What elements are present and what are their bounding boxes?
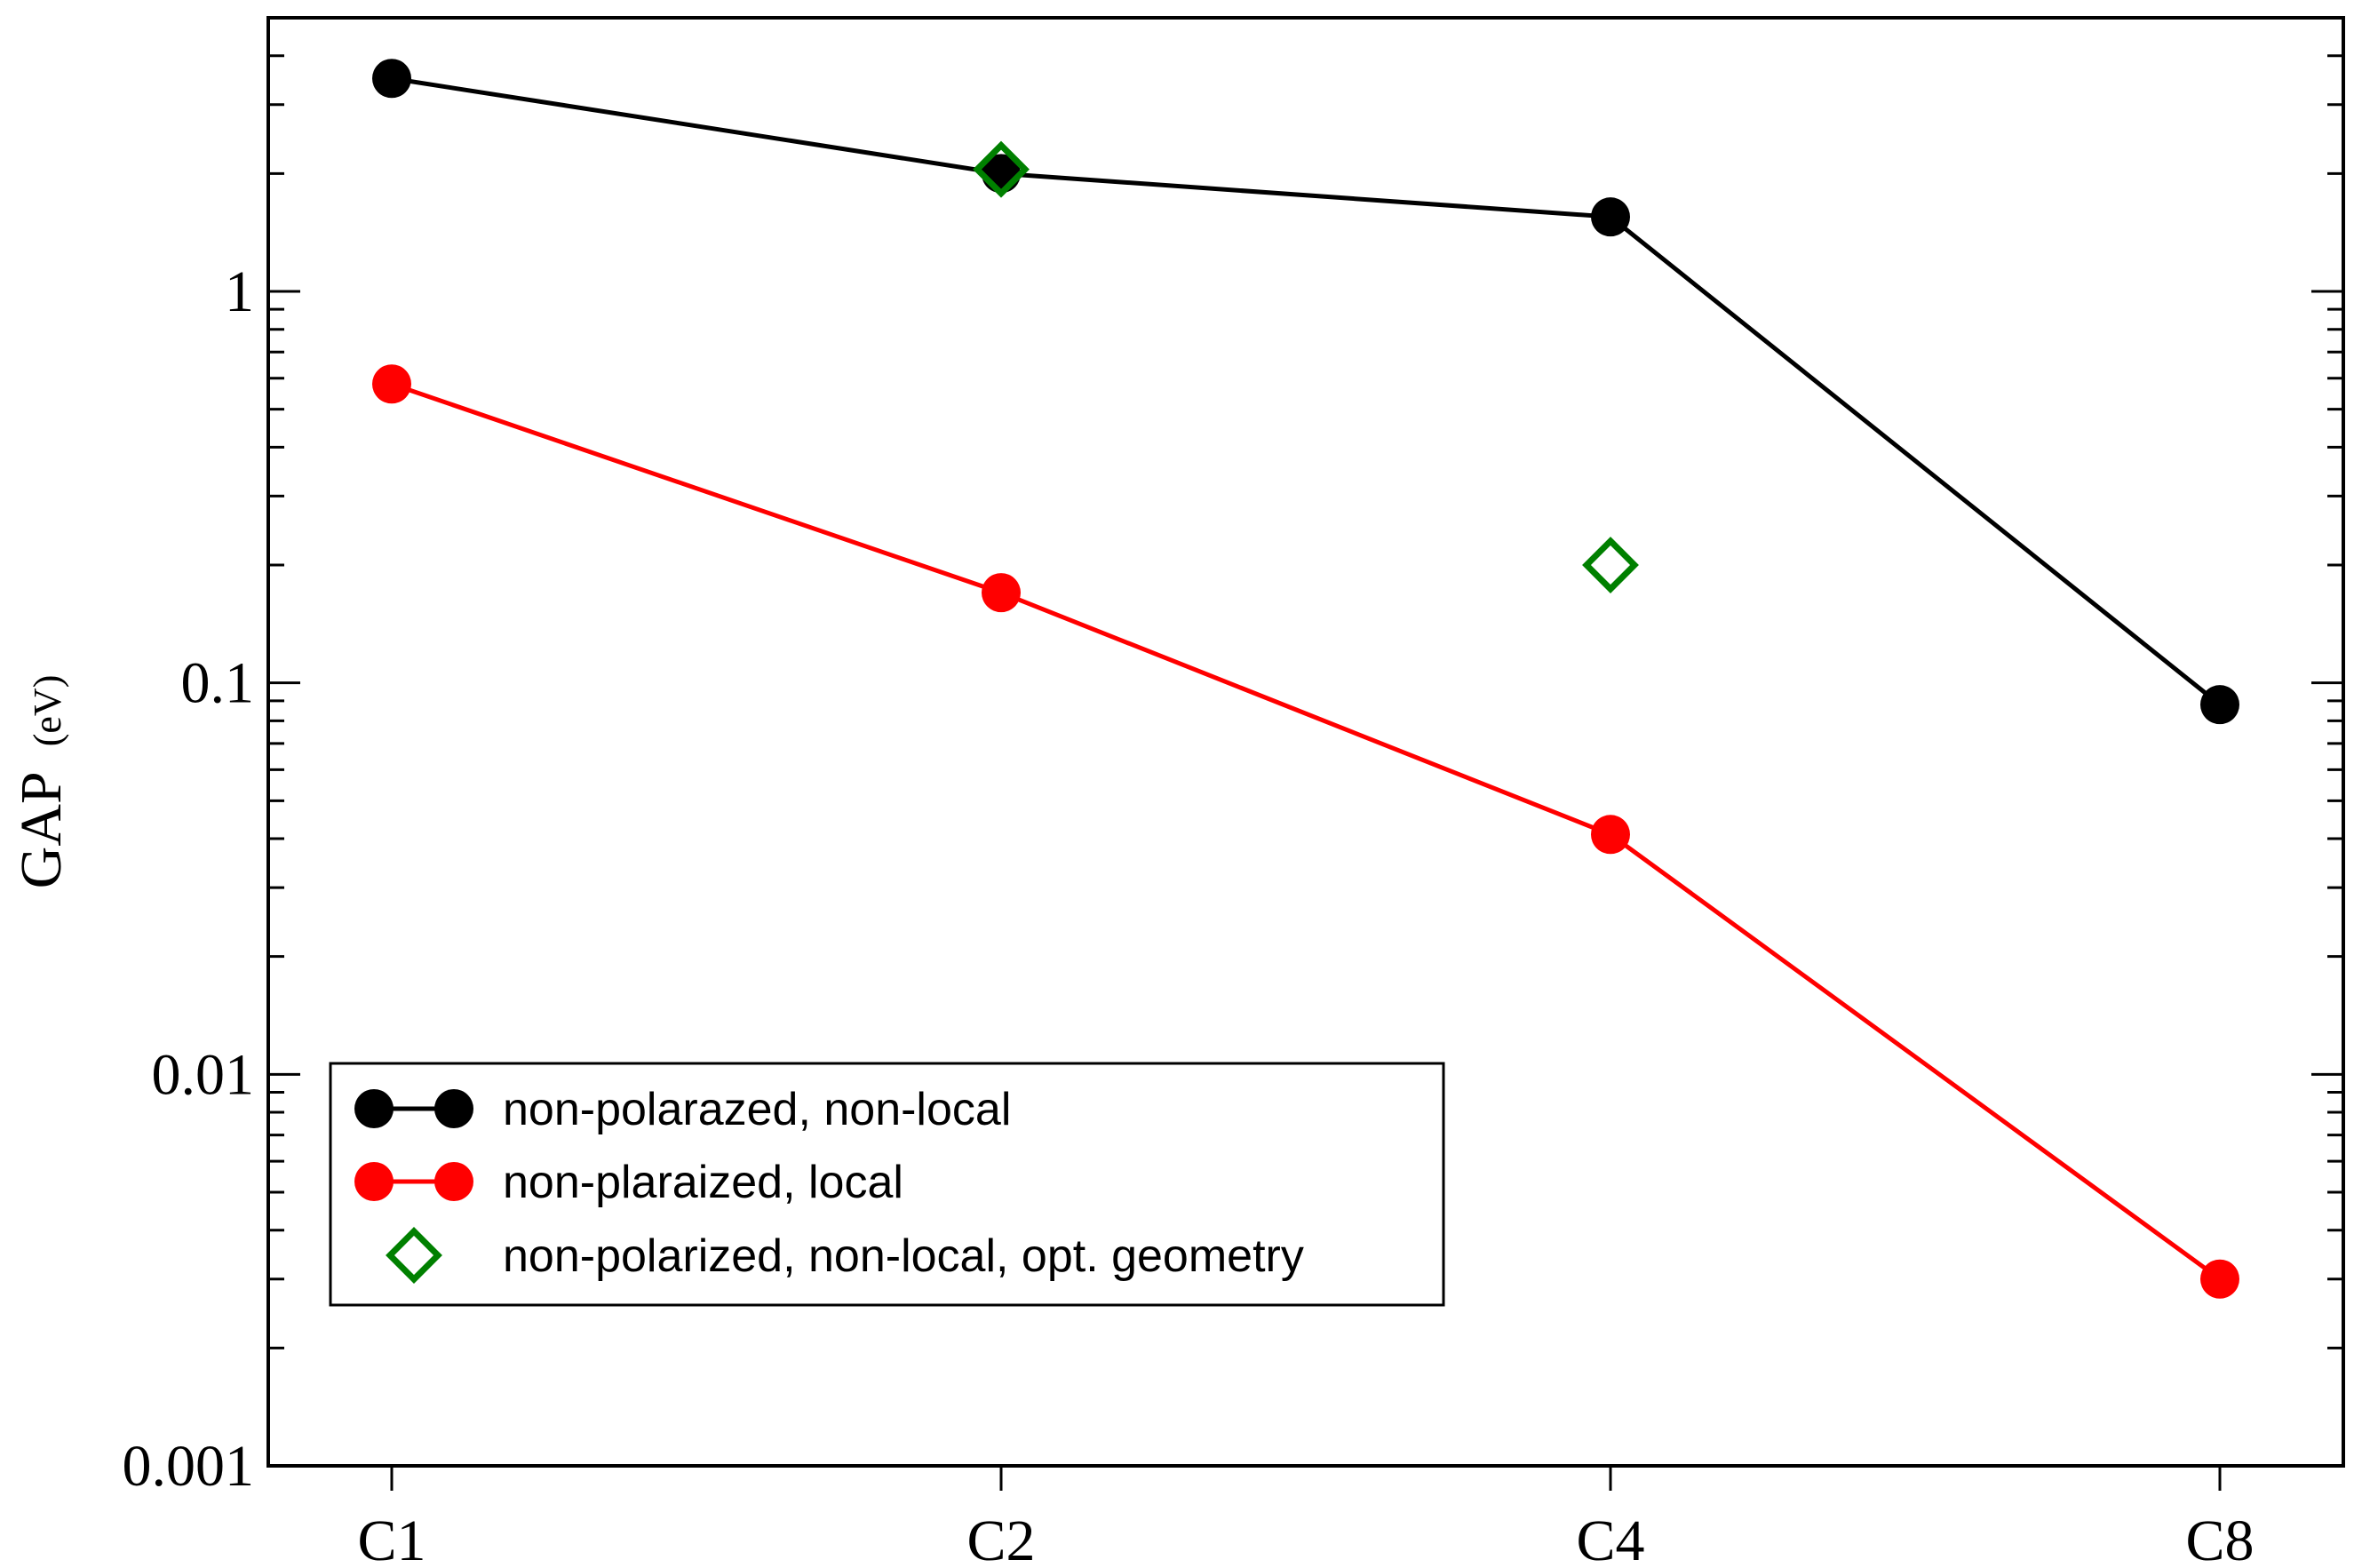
data-point <box>372 59 411 99</box>
legend: non-polarazed, non-local non-plaraized, l… <box>329 1062 1445 1307</box>
y-tick-label: 0.01 <box>152 1042 255 1107</box>
y-axis-unit: (eV) <box>26 675 69 747</box>
x-tick-label: C4 <box>1576 1508 1644 1568</box>
legend-box <box>329 1062 1445 1307</box>
x-tick-label: C1 <box>357 1508 425 1568</box>
data-point <box>1582 537 1639 593</box>
legend-marker <box>434 1089 473 1128</box>
series-line <box>391 381 2222 1281</box>
legend-item: non-polarazed, non-local <box>354 1084 1011 1135</box>
data-point <box>2200 685 2239 725</box>
data-point <box>982 573 1021 613</box>
series-2 <box>372 364 2239 1299</box>
legend-marker <box>354 1162 394 1201</box>
legend-item: non-polarized, non-local, opt. geometry <box>386 1227 1304 1284</box>
legend-marker <box>386 1227 442 1284</box>
series-3 <box>973 140 1639 593</box>
x-tick-label: C8 <box>2185 1508 2254 1568</box>
data-point <box>1591 815 1630 855</box>
legend-label: non-polarized, non-local, opt. geometry <box>503 1230 1304 1282</box>
legend-label: non-polarazed, non-local <box>503 1084 1011 1135</box>
y-axis-label: GAP <box>9 773 74 888</box>
legend-label: non-plaraized, local <box>503 1157 903 1208</box>
y-tick-label: 1 <box>225 259 254 324</box>
data-point <box>1591 197 1630 237</box>
legend-marker <box>434 1162 473 1201</box>
x-tick-label: C2 <box>966 1508 1035 1568</box>
y-axis-title: GAP (eV) <box>9 675 74 889</box>
axes <box>266 16 2345 1491</box>
y-tick-label: 0.1 <box>181 651 255 716</box>
series-1 <box>372 59 2239 725</box>
plot-frame <box>266 16 2345 1468</box>
y-tick-label: 0.001 <box>123 1434 255 1499</box>
legend-item: non-plaraized, local <box>354 1157 903 1208</box>
series-line <box>391 76 2222 707</box>
data-point <box>2200 1259 2239 1299</box>
x-tick-labels: C1 C2 C4 C8 <box>357 1508 2254 1568</box>
legend-marker <box>354 1089 394 1128</box>
data-point <box>372 364 411 404</box>
series-layer <box>372 59 2239 1299</box>
data-point <box>973 140 1030 198</box>
y-tick-labels: 0.001 0.01 0.1 1 <box>123 259 255 1499</box>
